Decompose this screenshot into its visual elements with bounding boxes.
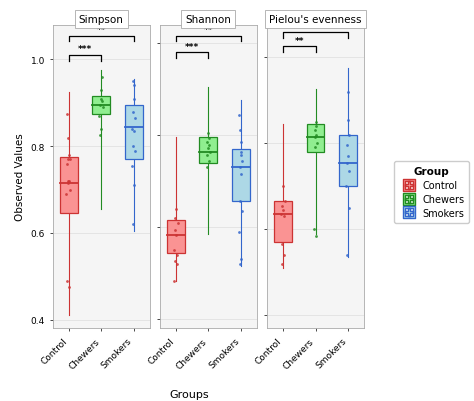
Bar — [92, 97, 110, 114]
Y-axis label: Observed Values: Observed Values — [15, 134, 25, 221]
Text: **: ** — [97, 26, 106, 35]
Bar — [125, 106, 143, 160]
Bar — [339, 135, 357, 187]
Bar — [200, 138, 217, 163]
Title: Simpson: Simpson — [79, 15, 124, 25]
Bar — [307, 124, 324, 152]
Bar — [60, 158, 78, 214]
Title: Shannon: Shannon — [185, 15, 231, 25]
Text: Groups: Groups — [170, 389, 210, 399]
Text: ***: *** — [78, 45, 92, 55]
Text: ***: *** — [185, 43, 199, 52]
Bar — [274, 202, 292, 243]
Title: Pielou's evenness: Pielou's evenness — [269, 15, 362, 25]
Text: **: ** — [204, 26, 213, 35]
Legend: Control, Chewers, Smokers: Control, Chewers, Smokers — [394, 162, 469, 223]
Text: **: ** — [311, 22, 320, 31]
Text: **: ** — [294, 36, 304, 46]
Bar — [167, 220, 185, 253]
Bar — [232, 150, 250, 202]
